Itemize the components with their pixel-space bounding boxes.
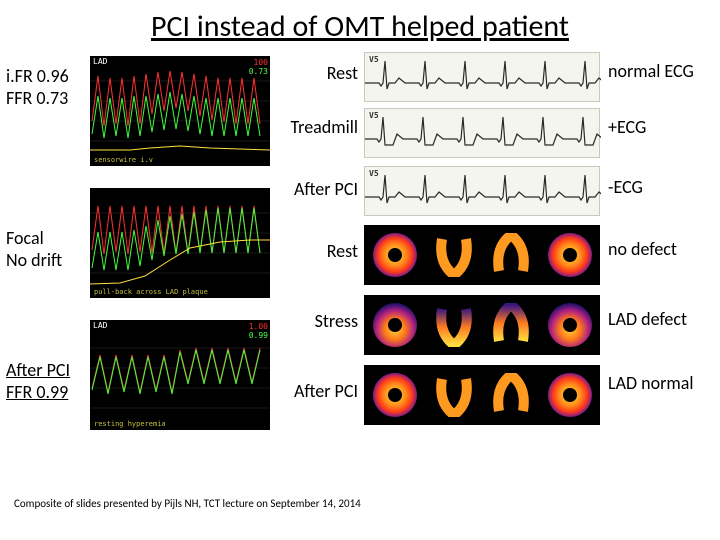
right-normal-ecg: normal ECG (608, 62, 716, 82)
wave-green-num: 0.73 (249, 67, 268, 76)
afterpci-text: After PCI (6, 359, 70, 381)
right-lad-normal: LAD normal (608, 374, 716, 394)
donut-icon (548, 303, 592, 347)
ecg-svg-rest (365, 53, 601, 103)
ffr-value: FFR 0.73 (6, 87, 68, 109)
wave-bottom-1: sensorwire i.v (94, 156, 153, 164)
wave-lad-label-3: LAD (93, 321, 107, 330)
mid-afterpci-2: After PCI (274, 380, 358, 402)
ifr-value: i.FR 0.96 (6, 65, 69, 87)
wave-red-3: 1.00 (249, 322, 268, 331)
wave-svg-2 (90, 188, 270, 298)
right-plus-ecg: +ECG (608, 118, 716, 138)
ffr-post-value: FFR 0.99 (6, 381, 68, 403)
pressure-wave-panel-1: LAD 100 0.73 sensorwire i.v (90, 56, 270, 166)
wave-green-3: 0.99 (249, 331, 268, 340)
donut-icon (548, 233, 592, 277)
donut-icon (548, 373, 592, 417)
mid-stress: Stress (274, 310, 358, 332)
horseshoe-icon (434, 303, 474, 347)
ecg-lead-3: V5 (369, 169, 379, 178)
ecg-rest: V5 (364, 52, 600, 102)
wave-red-num: 100 (249, 58, 268, 67)
focal-text: Focal (6, 227, 44, 249)
ecg-lead-2: V5 (369, 111, 379, 120)
perfusion-afterpci (364, 365, 600, 425)
wave-svg-3 (90, 320, 270, 430)
ecg-lead-1: V5 (369, 55, 379, 64)
mid-afterpci-1: After PCI (274, 178, 358, 200)
pressure-wave-panel-2: pull-back across LAD plaque (90, 188, 270, 298)
mid-rest-2: Rest (274, 240, 358, 262)
wave-bottom-3: resting hyperemia (94, 420, 166, 428)
wave-readouts-3: 1.00 0.99 (249, 322, 268, 340)
donut-icon (373, 303, 417, 347)
right-lad-defect: LAD defect (608, 310, 716, 330)
drift-text: No drift (6, 249, 62, 271)
mid-rest-1: Rest (274, 62, 358, 84)
ecg-svg-tread (365, 109, 601, 159)
horseshoe-icon (434, 373, 474, 417)
wave-bottom-2: pull-back across LAD plaque (94, 288, 208, 296)
label-focal: Focal No drift (6, 228, 86, 271)
horseshoe-icon (434, 233, 474, 277)
page-title: PCI instead of OMT helped patient (0, 8, 720, 45)
donut-icon (373, 233, 417, 277)
pressure-wave-panel-3: LAD 1.00 0.99 resting hyperemia (90, 320, 270, 430)
label-ifr-ffr: i.FR 0.96 FFR 0.73 (6, 66, 86, 109)
perfusion-rest (364, 225, 600, 285)
right-minus-ecg: -ECG (608, 178, 716, 198)
ecg-afterpci: V5 (364, 166, 600, 216)
wave-svg-1 (90, 56, 270, 166)
right-no-defect: no defect (608, 240, 716, 260)
label-afterpci-ffr: After PCI FFR 0.99 (6, 360, 86, 403)
perfusion-stress (364, 295, 600, 355)
ecg-treadmill: V5 (364, 108, 600, 158)
donut-icon (373, 373, 417, 417)
ecg-svg-after (365, 167, 601, 217)
mid-treadmill: Treadmill (274, 116, 358, 138)
horseshoe-icon (491, 233, 531, 277)
citation-footer: Composite of slides presented by Pijls N… (14, 497, 361, 510)
wave-lad-label: LAD (93, 57, 107, 66)
wave-readouts-1: 100 0.73 (249, 58, 268, 76)
horseshoe-icon (491, 303, 531, 347)
horseshoe-icon (491, 373, 531, 417)
